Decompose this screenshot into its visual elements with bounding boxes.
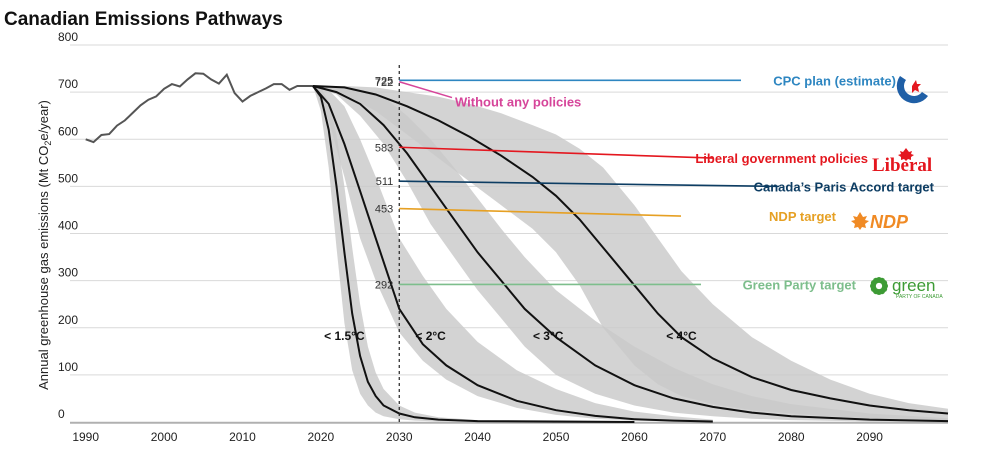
- y-tick-500: 500: [58, 171, 78, 185]
- ndp-maple-leaf: [851, 212, 869, 230]
- x-tick-2060: 2060: [621, 430, 648, 444]
- target-value-5: 292: [375, 279, 393, 291]
- target-line-2: [399, 146, 714, 159]
- y-tick-800: 800: [58, 30, 78, 44]
- target-label-3: Canada’s Paris Accord target: [754, 179, 935, 194]
- pathway-label-3: < 4°C: [666, 329, 697, 343]
- x-axis-ticks: 1990 2000 2010 2020 2030 2040 2050 2060 2070 2080…: [72, 430, 883, 444]
- target-label-0: CPC plan (estimate): [773, 73, 896, 88]
- target-value-0: 725: [375, 75, 393, 87]
- cpc-logo-arc: [896, 76, 928, 104]
- target-label-4: NDP target: [769, 209, 837, 224]
- green-logo-subtext: PARTY OF CANADA: [896, 294, 943, 300]
- targets: 725 CPC plan (estimate) 722 Without any pol…: [375, 73, 935, 292]
- green-logo-text: green: [892, 276, 935, 295]
- target-line-4: [399, 207, 682, 217]
- y-axis-label: Annual greenhouse gas emissions (Mt CO2e…: [36, 100, 53, 390]
- pathway-labels: < 1.5°C < 2°C < 3°C < 4°C: [324, 329, 697, 343]
- pathway-label-1: < 2°C: [415, 329, 446, 343]
- x-tick-1990: 1990: [72, 430, 99, 444]
- pathway-line-0: [312, 85, 635, 423]
- target-label-5: Green Party target: [743, 277, 857, 292]
- liberal-logo-icon: Liberal: [872, 148, 932, 176]
- y-axis-ticks: 0 100 200 300 400 500 600 700 800: [58, 30, 78, 421]
- ndp-logo-icon: NDP: [851, 212, 909, 232]
- y-tick-600: 600: [58, 124, 78, 138]
- liberal-maple-leaf: [898, 148, 914, 161]
- target-value-3: 511: [376, 176, 394, 188]
- target-value-1: 722: [375, 77, 393, 89]
- target-label-2: Liberal government policies: [695, 151, 868, 166]
- pathway-line-2: [312, 85, 949, 423]
- history-series: [85, 72, 313, 144]
- target-line-1: [399, 81, 453, 99]
- y-tick-700: 700: [58, 77, 78, 91]
- x-tick-2030: 2030: [386, 430, 413, 444]
- chart-title: Canadian Emissions Pathways: [4, 9, 283, 30]
- y-tick-200: 200: [58, 313, 78, 327]
- pathway-label-0: < 1.5°C: [324, 329, 365, 343]
- x-tick-2070: 2070: [699, 430, 726, 444]
- target-label-1: Without any policies: [455, 95, 581, 110]
- x-tick-2000: 2000: [151, 430, 178, 444]
- x-tick-2050: 2050: [543, 430, 570, 444]
- pathway-line-3: [312, 85, 949, 415]
- y-tick-0: 0: [58, 407, 65, 421]
- history-line: [85, 72, 313, 144]
- cpc-logo-leaf: [912, 80, 921, 93]
- x-tick-2020: 2020: [308, 430, 335, 444]
- ndp-logo-text: NDP: [870, 212, 909, 232]
- target-value-2: 583: [375, 142, 393, 154]
- x-tick-2040: 2040: [464, 430, 491, 444]
- x-tick-2080: 2080: [778, 430, 805, 444]
- liberal-logo-text: Liberal: [872, 155, 932, 176]
- y-tick-100: 100: [58, 360, 78, 374]
- green-petal-11: [881, 280, 888, 286]
- band-1: [313, 86, 713, 422]
- band-3: [313, 86, 948, 421]
- y-tick-300: 300: [58, 266, 78, 280]
- y-tick-400: 400: [58, 219, 78, 233]
- target-value-4: 453: [375, 204, 393, 216]
- x-tick-2090: 2090: [856, 430, 883, 444]
- cpc-logo-icon: [896, 76, 928, 104]
- pathway-line-1: [312, 85, 713, 423]
- x-tick-2010: 2010: [229, 430, 256, 444]
- target-line-3: [399, 180, 780, 188]
- green-center: [876, 283, 882, 289]
- pathway-lines: [312, 85, 949, 423]
- pathway-label-2: < 3°C: [533, 329, 564, 343]
- pathway-bands: [313, 86, 948, 422]
